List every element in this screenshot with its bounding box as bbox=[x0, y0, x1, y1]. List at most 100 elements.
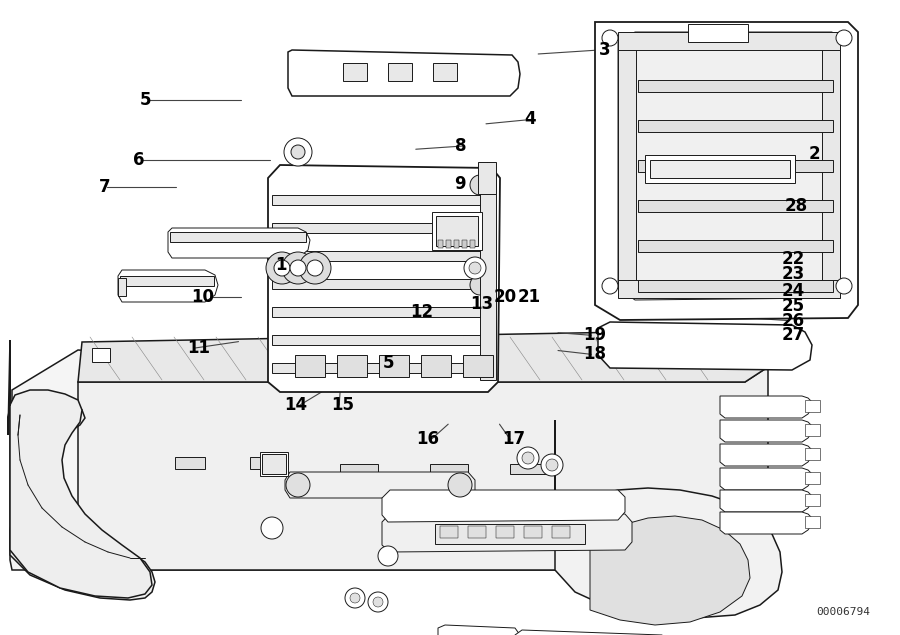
Circle shape bbox=[373, 597, 383, 607]
Text: 5: 5 bbox=[382, 354, 394, 372]
Polygon shape bbox=[285, 472, 475, 498]
Bar bbox=[618, 32, 840, 50]
Bar bbox=[438, 240, 443, 248]
Text: 16: 16 bbox=[416, 431, 439, 448]
Circle shape bbox=[448, 473, 472, 497]
Circle shape bbox=[541, 454, 563, 476]
Bar bbox=[272, 363, 494, 373]
Circle shape bbox=[836, 30, 852, 46]
Bar bbox=[524, 526, 542, 538]
Polygon shape bbox=[10, 340, 152, 598]
Text: 24: 24 bbox=[781, 282, 805, 300]
Text: 3: 3 bbox=[598, 41, 610, 58]
Bar bbox=[822, 42, 840, 288]
Text: 5: 5 bbox=[140, 91, 151, 109]
Circle shape bbox=[602, 278, 618, 294]
Polygon shape bbox=[12, 350, 760, 520]
Text: 00006794: 00006794 bbox=[816, 607, 870, 617]
Polygon shape bbox=[438, 625, 520, 635]
Circle shape bbox=[517, 447, 539, 469]
Text: 22: 22 bbox=[781, 250, 805, 268]
Circle shape bbox=[836, 278, 852, 294]
Polygon shape bbox=[118, 270, 218, 302]
Circle shape bbox=[284, 138, 312, 166]
Bar bbox=[260, 452, 288, 476]
Bar bbox=[805, 472, 820, 484]
Text: 12: 12 bbox=[410, 304, 434, 321]
Bar bbox=[618, 42, 636, 288]
Circle shape bbox=[345, 588, 365, 608]
Bar bbox=[272, 223, 494, 233]
Text: 15: 15 bbox=[331, 396, 355, 414]
Bar bbox=[118, 278, 126, 296]
Text: 23: 23 bbox=[781, 265, 805, 283]
Text: 2: 2 bbox=[808, 145, 820, 163]
Circle shape bbox=[286, 473, 310, 497]
Polygon shape bbox=[268, 165, 500, 392]
Circle shape bbox=[299, 252, 331, 284]
Bar bbox=[295, 355, 325, 377]
Polygon shape bbox=[382, 490, 625, 522]
Circle shape bbox=[522, 452, 534, 464]
Bar bbox=[337, 355, 367, 377]
Bar bbox=[552, 526, 570, 538]
Bar bbox=[462, 240, 467, 248]
Circle shape bbox=[470, 175, 490, 195]
Polygon shape bbox=[8, 340, 155, 600]
Circle shape bbox=[261, 517, 283, 539]
Text: 7: 7 bbox=[99, 178, 111, 196]
Bar bbox=[638, 160, 833, 172]
Polygon shape bbox=[595, 22, 858, 320]
Bar bbox=[272, 307, 494, 317]
Circle shape bbox=[368, 592, 388, 612]
Text: 25: 25 bbox=[781, 297, 805, 315]
Text: 13: 13 bbox=[470, 295, 493, 312]
Bar bbox=[805, 516, 820, 528]
Bar bbox=[388, 63, 412, 81]
Bar bbox=[340, 464, 378, 474]
Bar bbox=[421, 355, 451, 377]
Polygon shape bbox=[590, 516, 750, 625]
Bar bbox=[435, 524, 585, 544]
Circle shape bbox=[464, 257, 486, 279]
Bar bbox=[433, 63, 457, 81]
Bar bbox=[430, 464, 468, 474]
Bar bbox=[638, 240, 833, 252]
Bar bbox=[805, 494, 820, 506]
Polygon shape bbox=[720, 444, 812, 466]
Bar bbox=[638, 200, 833, 212]
Bar bbox=[440, 526, 458, 538]
Circle shape bbox=[546, 459, 558, 471]
Bar bbox=[480, 180, 496, 380]
Bar bbox=[432, 212, 482, 250]
Text: 4: 4 bbox=[524, 110, 536, 128]
Bar bbox=[470, 240, 475, 248]
Polygon shape bbox=[720, 420, 812, 442]
Circle shape bbox=[274, 260, 290, 276]
Bar bbox=[250, 457, 280, 469]
Text: 19: 19 bbox=[583, 326, 607, 344]
Bar bbox=[638, 280, 833, 292]
Text: 17: 17 bbox=[502, 431, 526, 448]
Polygon shape bbox=[515, 630, 668, 635]
Bar bbox=[638, 80, 833, 92]
Bar bbox=[446, 240, 451, 248]
Bar bbox=[650, 160, 790, 178]
Polygon shape bbox=[78, 330, 768, 382]
Bar bbox=[805, 448, 820, 460]
Bar bbox=[645, 155, 795, 183]
Bar bbox=[454, 240, 459, 248]
Bar bbox=[175, 457, 205, 469]
Bar bbox=[343, 63, 367, 81]
Polygon shape bbox=[78, 367, 768, 570]
Bar bbox=[92, 348, 110, 362]
Circle shape bbox=[291, 145, 305, 159]
Polygon shape bbox=[10, 520, 735, 570]
Bar bbox=[510, 464, 548, 474]
Bar bbox=[478, 162, 496, 194]
Bar bbox=[272, 195, 494, 205]
Polygon shape bbox=[720, 468, 812, 490]
Text: 28: 28 bbox=[785, 197, 808, 215]
Text: 21: 21 bbox=[518, 288, 541, 306]
Circle shape bbox=[469, 262, 481, 274]
